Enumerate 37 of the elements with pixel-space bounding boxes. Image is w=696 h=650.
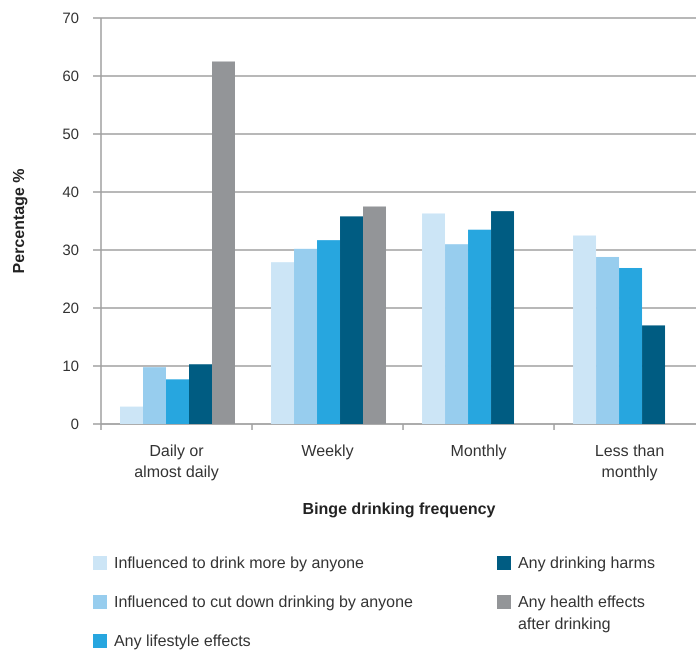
y-tick-label: 0 (70, 416, 79, 433)
bar (166, 379, 189, 424)
y-tick-label: 10 (62, 358, 79, 375)
bar (596, 256, 620, 424)
y-tick-label: 50 (62, 126, 79, 143)
y-tick-label: 30 (62, 242, 79, 259)
y-tick-label: 70 (62, 10, 79, 27)
bar (619, 268, 642, 424)
y-tick-label: 60 (62, 68, 79, 85)
bar (363, 206, 386, 424)
bar (468, 230, 492, 424)
bar (445, 244, 468, 424)
x-tick-label: Monthly (450, 443, 507, 460)
bar (143, 367, 166, 424)
bar (271, 262, 294, 424)
legend-label: Any lifestyle effects (114, 633, 251, 650)
bar (340, 216, 364, 424)
x-tick-label: Weekly (301, 443, 354, 460)
bar (317, 240, 340, 424)
bar (294, 248, 318, 424)
bar (212, 62, 235, 424)
bar (189, 364, 212, 424)
legend-label: Any health effects after drinking (518, 594, 645, 633)
x-axis-title: Binge drinking frequency (302, 501, 496, 518)
legend-label: Influenced to drink more by anyone (114, 555, 364, 572)
y-tick-label: 40 (62, 184, 79, 201)
bar (491, 211, 514, 424)
x-tick-label: Less than monthly (594, 443, 664, 481)
bar (120, 406, 143, 424)
bar (422, 213, 446, 424)
legend-label: Influenced to cut down drinking by anyone (114, 594, 413, 611)
y-tick-label: 20 (62, 300, 79, 317)
bar (573, 236, 596, 424)
x-tick-label: Daily or almost daily (134, 443, 219, 481)
bar (642, 325, 666, 424)
legend-label: Any drinking harms (518, 555, 655, 572)
y-axis-title: Percentage % (11, 168, 28, 274)
